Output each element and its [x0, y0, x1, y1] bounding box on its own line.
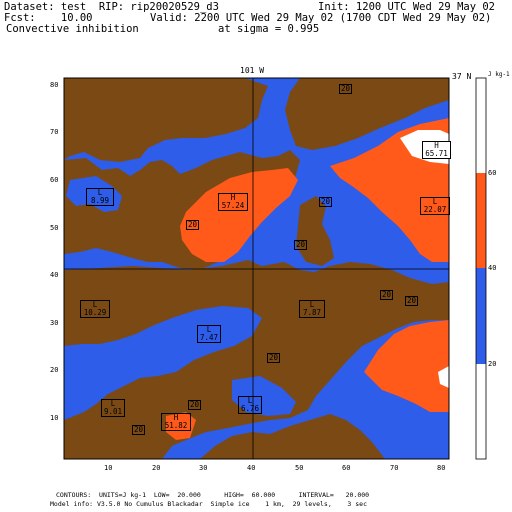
extremum-label-low: L 9.01: [101, 399, 125, 417]
forecast-hour: Fcst: 10.00: [4, 12, 93, 24]
extremum-kind: L: [110, 399, 116, 408]
y-tick: 70: [50, 128, 59, 136]
level-info: at sigma = 0.995: [218, 23, 320, 35]
x-tick: 70: [390, 464, 399, 472]
extremum-kind: L: [309, 300, 315, 309]
extremum-kind: L: [247, 396, 253, 405]
extremum-value: 7.47: [199, 333, 219, 342]
extremum-value: 8.99: [90, 196, 110, 205]
colorbar-segment-white-top: [476, 78, 486, 173]
x-tick: 40: [247, 464, 256, 472]
contour-label: 20: [267, 353, 281, 363]
y-tick: 20: [50, 366, 59, 374]
y-tick: 30: [50, 319, 59, 327]
colorbar-units: J kg-1: [488, 71, 510, 78]
extremum-kind: L: [97, 188, 103, 197]
contour-label: 20: [319, 197, 333, 207]
region-white-bottom-right: [438, 366, 449, 388]
colorbar-frame: [475, 77, 487, 460]
region-orange-center: [180, 168, 298, 262]
x-tick: 60: [342, 464, 351, 472]
colorbar-segment-white-bottom: [476, 364, 486, 459]
valid-time: Valid: 2200 UTC Wed 29 May 02 (1700 CDT …: [150, 12, 492, 24]
x-tick: 10: [104, 464, 113, 472]
contour-fill: [64, 78, 449, 459]
extremum-label-low: L 10.29: [80, 300, 110, 318]
longitude-label: 101 W: [240, 66, 265, 75]
region-blue-inner-2: [64, 320, 250, 400]
extremum-label-low: L 7.87: [299, 300, 325, 318]
colorbar-segment-orange: [476, 173, 486, 268]
y-tick: 40: [50, 271, 59, 279]
contour-label: 20: [294, 240, 308, 250]
region-brown-bottom-center: [200, 414, 385, 459]
colorbar-tick: 40: [488, 264, 497, 272]
extremum-kind: L: [206, 325, 212, 334]
region-brown-left-islands: [80, 296, 118, 326]
region-orange-lower-right: [364, 320, 449, 412]
extremum-value: 9.01: [103, 407, 123, 416]
contour-label: 20: [186, 220, 200, 230]
extremum-label-high: H 51.82: [161, 413, 191, 431]
region-orange-small: [166, 412, 196, 440]
region-blue-inner-3: [232, 376, 296, 416]
extremum-label-high: H 65.71: [422, 141, 451, 159]
x-tick: 80: [437, 464, 446, 472]
contour-label: 20: [132, 425, 146, 435]
colorbar: [475, 77, 487, 460]
region-brown-main: [64, 78, 268, 162]
extremum-value: 7.87: [302, 308, 322, 317]
extremum-value: 6.76: [240, 404, 260, 413]
x-tick: 20: [152, 464, 161, 472]
contour-label: 20: [339, 84, 353, 94]
extremum-label-high: H 57.24: [218, 193, 248, 211]
extremum-kind: H: [230, 193, 236, 202]
field-name: Convective inhibition: [6, 23, 139, 35]
extremum-value: 22.07: [423, 205, 447, 214]
extremum-value: 57.24: [221, 201, 245, 210]
contour-label: 20: [380, 290, 394, 300]
extremum-kind: L: [432, 197, 438, 206]
y-tick: 50: [50, 224, 59, 232]
region-blue-inner-1: [66, 176, 122, 212]
x-tick: 50: [295, 464, 304, 472]
extremum-label-low: L 6.76: [238, 396, 262, 414]
colorbar-tick: 20: [488, 360, 497, 368]
y-tick: 60: [50, 176, 59, 184]
extremum-value: 51.82: [164, 421, 188, 430]
contour-label: 20: [405, 296, 419, 306]
extremum-label-low: L 22.07: [420, 197, 450, 215]
extremum-value: 10.29: [83, 308, 107, 317]
x-tick: 30: [199, 464, 208, 472]
extremum-value: 65.71: [425, 149, 448, 158]
y-tick: 10: [50, 414, 59, 422]
contour-label: 20: [188, 400, 202, 410]
extremum-label-low: L 7.47: [197, 325, 221, 343]
plot-frame: [63, 77, 450, 460]
extremum-kind: H: [173, 413, 179, 422]
dataset-title: Dataset: test RIP: rip20020529_d3: [4, 1, 219, 13]
region-brown-lower: [64, 260, 449, 459]
model-info: Model info: V3.5.0 No Cumulus Blackadar …: [50, 500, 367, 508]
contours-info: CONTOURS: UNITS=J kg-1 LOW= 20.000 HIGH=…: [56, 491, 370, 499]
latitude-label: 37 N: [452, 72, 472, 81]
colorbar-segment-blue: [476, 268, 486, 364]
colorbar-tick: 60: [488, 169, 497, 177]
extremum-label-low: L 8.99: [86, 188, 114, 206]
region-brown-mid-right: [296, 196, 334, 266]
extremum-kind: L: [92, 300, 98, 309]
region-brown-top-right: [285, 78, 449, 150]
y-tick: 80: [50, 81, 59, 89]
extremum-kind: H: [434, 141, 439, 150]
init-time: Init: 1200 UTC Wed 29 May 02: [318, 1, 496, 13]
